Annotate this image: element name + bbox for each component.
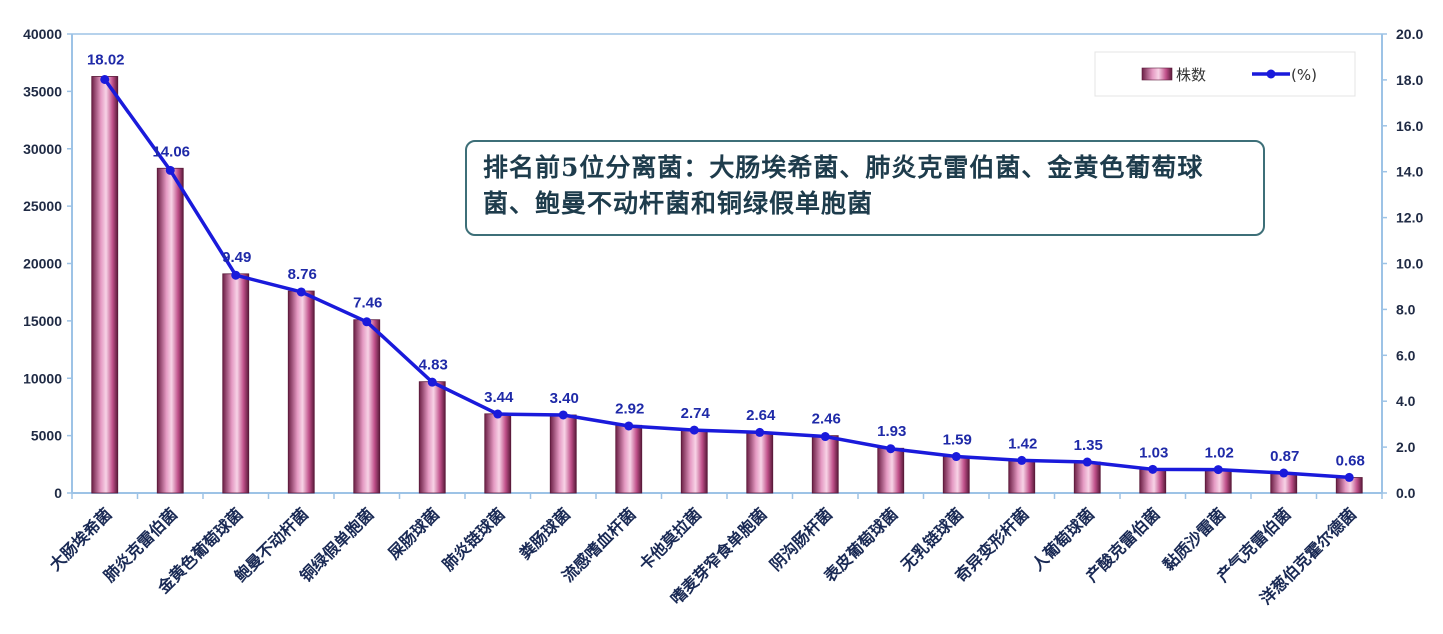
right-tick-label: 2.0 <box>1396 439 1416 455</box>
legend-line-label: (%) <box>1291 66 1317 84</box>
left-tick-label: 10000 <box>23 370 62 386</box>
percent-point <box>1279 468 1289 478</box>
percent-data-label: 9.49 <box>222 249 251 266</box>
bar <box>156 167 184 494</box>
percent-line <box>100 74 1354 482</box>
percent-point <box>624 421 634 431</box>
legend-line-marker <box>1266 69 1276 79</box>
percent-point <box>886 444 896 454</box>
percent-data-label: 7.46 <box>353 295 382 312</box>
category-label: 粪肠球菌 <box>515 504 574 563</box>
category-label: 无乳链球菌 <box>896 504 967 575</box>
percent-series-line <box>103 78 1350 480</box>
category-label: 人葡萄球菌 <box>1028 504 1098 574</box>
right-tick-label: 8.0 <box>1396 301 1416 317</box>
left-tick-label: 25000 <box>23 198 62 214</box>
category-label: 肺炎链球菌 <box>439 504 509 574</box>
bar <box>353 319 381 494</box>
bar <box>484 413 512 494</box>
percent-point <box>951 452 961 462</box>
percent-data-label: 1.93 <box>877 423 906 440</box>
bar <box>811 435 839 494</box>
percent-data-label: 0.68 <box>1336 452 1365 469</box>
right-tick-label: 16.0 <box>1396 118 1423 134</box>
percent-point <box>362 317 372 327</box>
percent-data-label: 1.35 <box>1074 437 1103 454</box>
percent-data-label: 3.40 <box>550 390 579 407</box>
percent-point <box>755 427 765 437</box>
left-tick-label: 20000 <box>23 256 62 272</box>
left-tick-label: 30000 <box>23 141 62 157</box>
percent-data-label: 1.42 <box>1008 435 1037 452</box>
bar <box>746 431 774 494</box>
right-tick-label: 14.0 <box>1396 164 1423 180</box>
percent-data-label: 8.76 <box>288 266 317 283</box>
percent-point <box>493 409 503 419</box>
percent-point <box>231 270 241 280</box>
bars <box>91 76 1363 494</box>
bar <box>877 447 905 494</box>
category-label: 屎肠球菌 <box>384 504 443 563</box>
right-tick-label: 12.0 <box>1396 210 1423 226</box>
percent-point <box>820 432 830 442</box>
legend-bar-label: 株数 <box>1176 66 1206 84</box>
percent-data-label: 2.74 <box>681 405 711 422</box>
percent-data-label: 3.44 <box>484 389 514 406</box>
percent-point <box>1213 465 1223 475</box>
category-label: 大肠埃希菌 <box>46 504 116 574</box>
left-tick-label: 35000 <box>23 83 62 99</box>
right-tick-label: 6.0 <box>1396 347 1416 363</box>
percent-data-label: 4.83 <box>419 357 448 374</box>
percent-point <box>689 425 699 435</box>
category-label: 黏质沙雷菌 <box>1159 504 1229 574</box>
percent-point <box>558 410 568 420</box>
data-labels: 18.02 14.06 9.49 8.76 7.46 4.83 3.44 3.40 2.92 2.… <box>87 51 1365 469</box>
percent-point <box>100 74 110 84</box>
bar <box>942 455 970 494</box>
right-tick-label: 10.0 <box>1396 256 1423 272</box>
left-tick-label: 0 <box>54 485 62 501</box>
right-tick-label: 18.0 <box>1396 72 1423 88</box>
bar <box>287 290 315 494</box>
percent-point <box>427 377 437 387</box>
percent-point <box>1082 457 1092 467</box>
percent-data-label: 0.87 <box>1270 448 1299 465</box>
legend: 株数 (%) <box>1094 51 1356 97</box>
bar <box>549 414 577 494</box>
percent-data-label: 1.59 <box>943 431 972 448</box>
percent-data-label: 14.06 <box>152 143 190 160</box>
right-tick-label: 20.0 <box>1396 26 1423 42</box>
bar <box>222 273 250 494</box>
category-labels: 大肠埃希菌肺炎克雷伯菌金黄色葡萄球菌鲍曼不动杆菌铜绿假单胞菌 屎肠球菌肺炎链球菌粪… <box>46 504 1361 608</box>
percent-point <box>1017 455 1027 465</box>
percent-data-label: 18.02 <box>87 51 125 68</box>
left-tick-label: 15000 <box>23 313 62 329</box>
legend-box <box>1094 51 1356 97</box>
bar <box>680 429 708 494</box>
legend-bar-swatch <box>1141 67 1173 81</box>
percent-data-label: 2.92 <box>615 400 644 417</box>
left-tick-label: 40000 <box>23 26 62 42</box>
bar <box>1073 461 1101 494</box>
percent-point <box>296 287 306 297</box>
category-label: 卡他莫拉菌 <box>635 504 705 574</box>
annotation-text: 排名前5位分离菌：大肠埃希菌、肺炎克雷伯菌、金黄色葡萄球菌、鲍曼不动杆菌和铜绿假… <box>483 153 1204 218</box>
right-tick-label: 0.0 <box>1396 485 1416 501</box>
percent-data-label: 2.46 <box>812 411 841 428</box>
bar <box>418 381 446 494</box>
bar <box>1008 459 1036 494</box>
percent-point <box>1148 464 1158 474</box>
left-tick-label: 5000 <box>31 428 62 444</box>
percent-data-label: 2.64 <box>746 407 776 424</box>
category-label: 阴沟肠杆菌 <box>766 504 836 574</box>
right-tick-label: 4.0 <box>1396 393 1416 409</box>
percent-data-label: 1.03 <box>1139 444 1168 461</box>
percent-data-label: 1.02 <box>1205 444 1234 461</box>
percent-point <box>165 165 175 175</box>
annotation-callout: 排名前5位分离菌：大肠埃希菌、肺炎克雷伯菌、金黄色葡萄球菌、鲍曼不动杆菌和铜绿假… <box>465 140 1265 236</box>
bar <box>91 76 119 494</box>
bar <box>615 424 643 494</box>
percent-point <box>1344 472 1354 482</box>
